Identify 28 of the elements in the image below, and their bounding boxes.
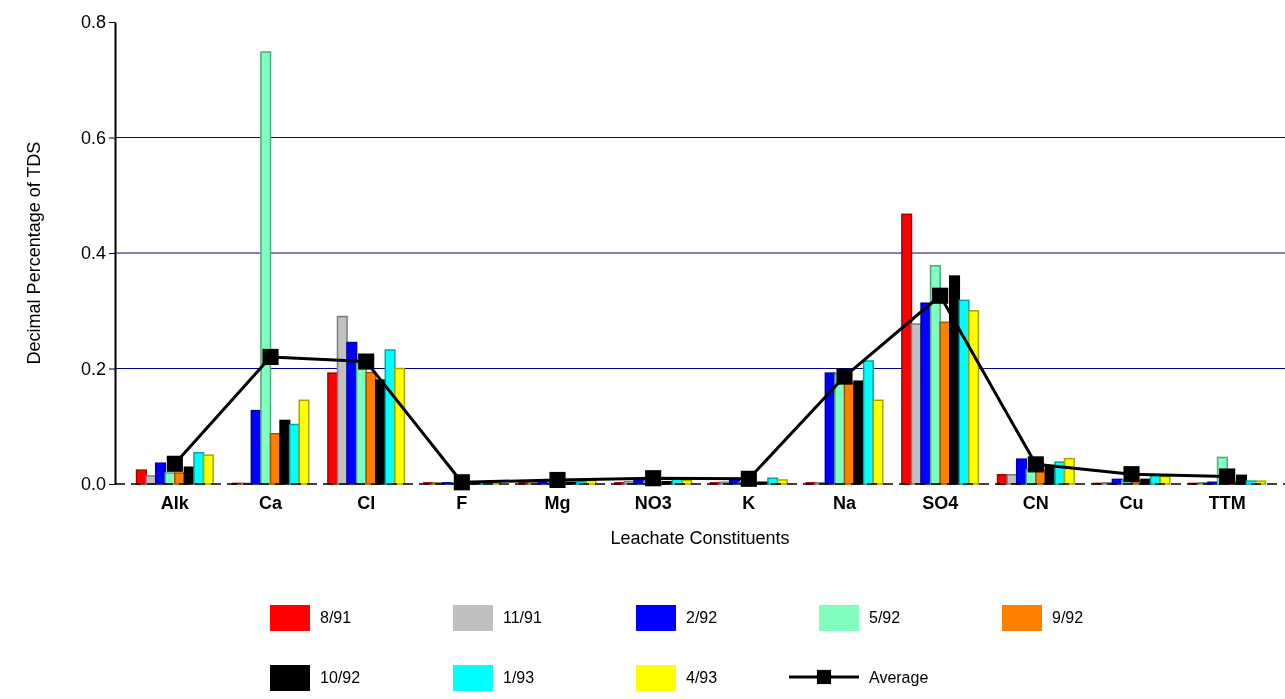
x-tick-label: Mg bbox=[544, 492, 571, 513]
x-tick-label: K bbox=[742, 492, 756, 513]
legend-label: Average bbox=[869, 669, 929, 686]
x-tick-label: NO3 bbox=[634, 492, 672, 513]
x-tick-label: F bbox=[456, 492, 468, 513]
legend-label: 10/92 bbox=[320, 669, 361, 686]
y-tick-label: 0.4 bbox=[80, 243, 106, 264]
x-tick-label: TTM bbox=[1208, 492, 1246, 513]
x-tick-label: SO4 bbox=[922, 492, 959, 513]
y-tick-label: 0.0 bbox=[80, 474, 106, 495]
x-tick-label: Cl bbox=[357, 492, 376, 513]
y-tick-label: 0.8 bbox=[80, 12, 106, 33]
legend-label: 8/91 bbox=[320, 609, 352, 626]
x-axis-title: Leachate Constituents bbox=[610, 528, 790, 548]
y-axis-title: Decimal Percentage of TDS bbox=[24, 141, 44, 365]
legend-label: 5/92 bbox=[869, 609, 901, 626]
legend-label: 9/92 bbox=[1052, 609, 1084, 626]
legend-label: 2/92 bbox=[686, 609, 718, 626]
legend-label: 4/93 bbox=[686, 669, 718, 686]
x-tick-label: Cu bbox=[1119, 492, 1144, 513]
y-tick-label: 0.6 bbox=[80, 127, 106, 148]
y-tick-label: 0.2 bbox=[80, 358, 106, 379]
legend-label: 1/93 bbox=[503, 669, 535, 686]
x-tick-label: Alk bbox=[160, 492, 190, 513]
x-tick-label: Ca bbox=[258, 492, 283, 513]
x-tick-label: Na bbox=[832, 492, 857, 513]
legend-label: 11/91 bbox=[503, 609, 542, 626]
x-tick-label: CN bbox=[1022, 492, 1049, 513]
